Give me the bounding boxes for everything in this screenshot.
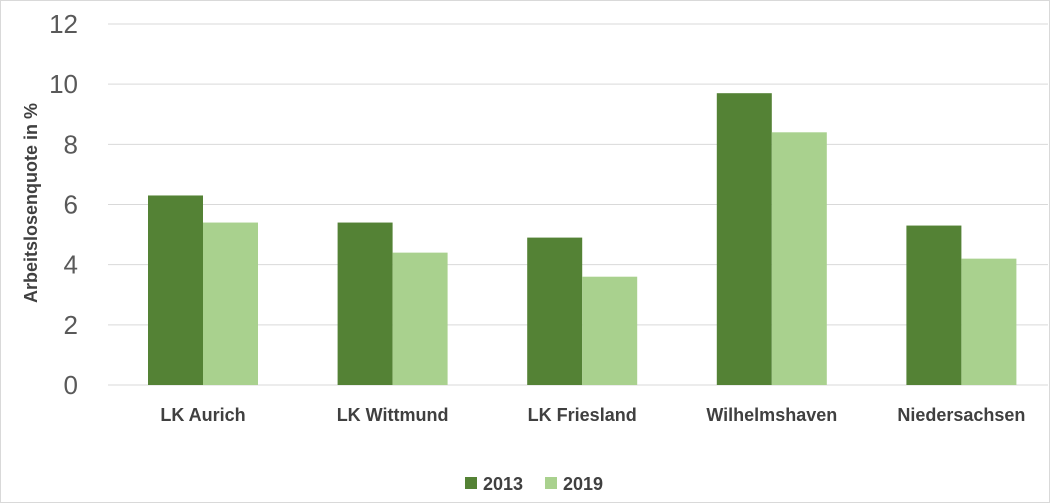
gridlines xyxy=(108,23,1048,386)
legend-swatch-2019 xyxy=(545,477,557,489)
y-tick-label-4: 4 xyxy=(64,250,78,280)
bar-niedersachsen-2013 xyxy=(906,225,962,385)
bar-lk-aurich-2019 xyxy=(203,222,258,385)
legend: 2013 2019 xyxy=(465,474,603,494)
bar-wilhelmshaven-2013 xyxy=(716,93,772,386)
y-tick-label-10: 10 xyxy=(49,69,78,99)
bar-lk-wittmund-2019 xyxy=(392,252,448,385)
category-label: LK Friesland xyxy=(528,405,637,425)
bar-lk-wittmund-2013 xyxy=(337,222,393,385)
y-tick-label-6: 6 xyxy=(64,190,78,220)
category-label: Wilhelmshaven xyxy=(706,405,837,425)
category-label: LK Wittmund xyxy=(337,405,449,425)
y-axis-label: Arbeitslosenquote in % xyxy=(21,103,41,303)
y-tick-label-12: 12 xyxy=(49,9,78,39)
legend-label-2019: 2019 xyxy=(563,474,603,494)
y-tick-label-0: 0 xyxy=(64,370,78,400)
bar-niedersachsen-2019 xyxy=(961,258,1017,385)
bar-lk-friesland-2019 xyxy=(582,276,638,385)
legend-swatch-2013 xyxy=(465,477,477,489)
legend-label-2013: 2013 xyxy=(483,474,523,494)
x-axis-categories: LK Aurich LK Wittmund LK Friesland Wilhelms… xyxy=(160,405,1025,425)
category-label: LK Aurich xyxy=(160,405,245,425)
bar-lk-friesland-2013 xyxy=(527,237,583,385)
y-tick-label-8: 8 xyxy=(64,129,78,159)
bars xyxy=(148,93,1017,386)
bar-lk-aurich-2013 xyxy=(148,195,203,385)
category-label: Niedersachsen xyxy=(897,405,1025,425)
bar-wilhelmshaven-2019 xyxy=(771,132,827,385)
y-axis-ticks: 0 2 4 6 8 10 12 xyxy=(49,9,78,400)
y-tick-label-2: 2 xyxy=(64,310,78,340)
